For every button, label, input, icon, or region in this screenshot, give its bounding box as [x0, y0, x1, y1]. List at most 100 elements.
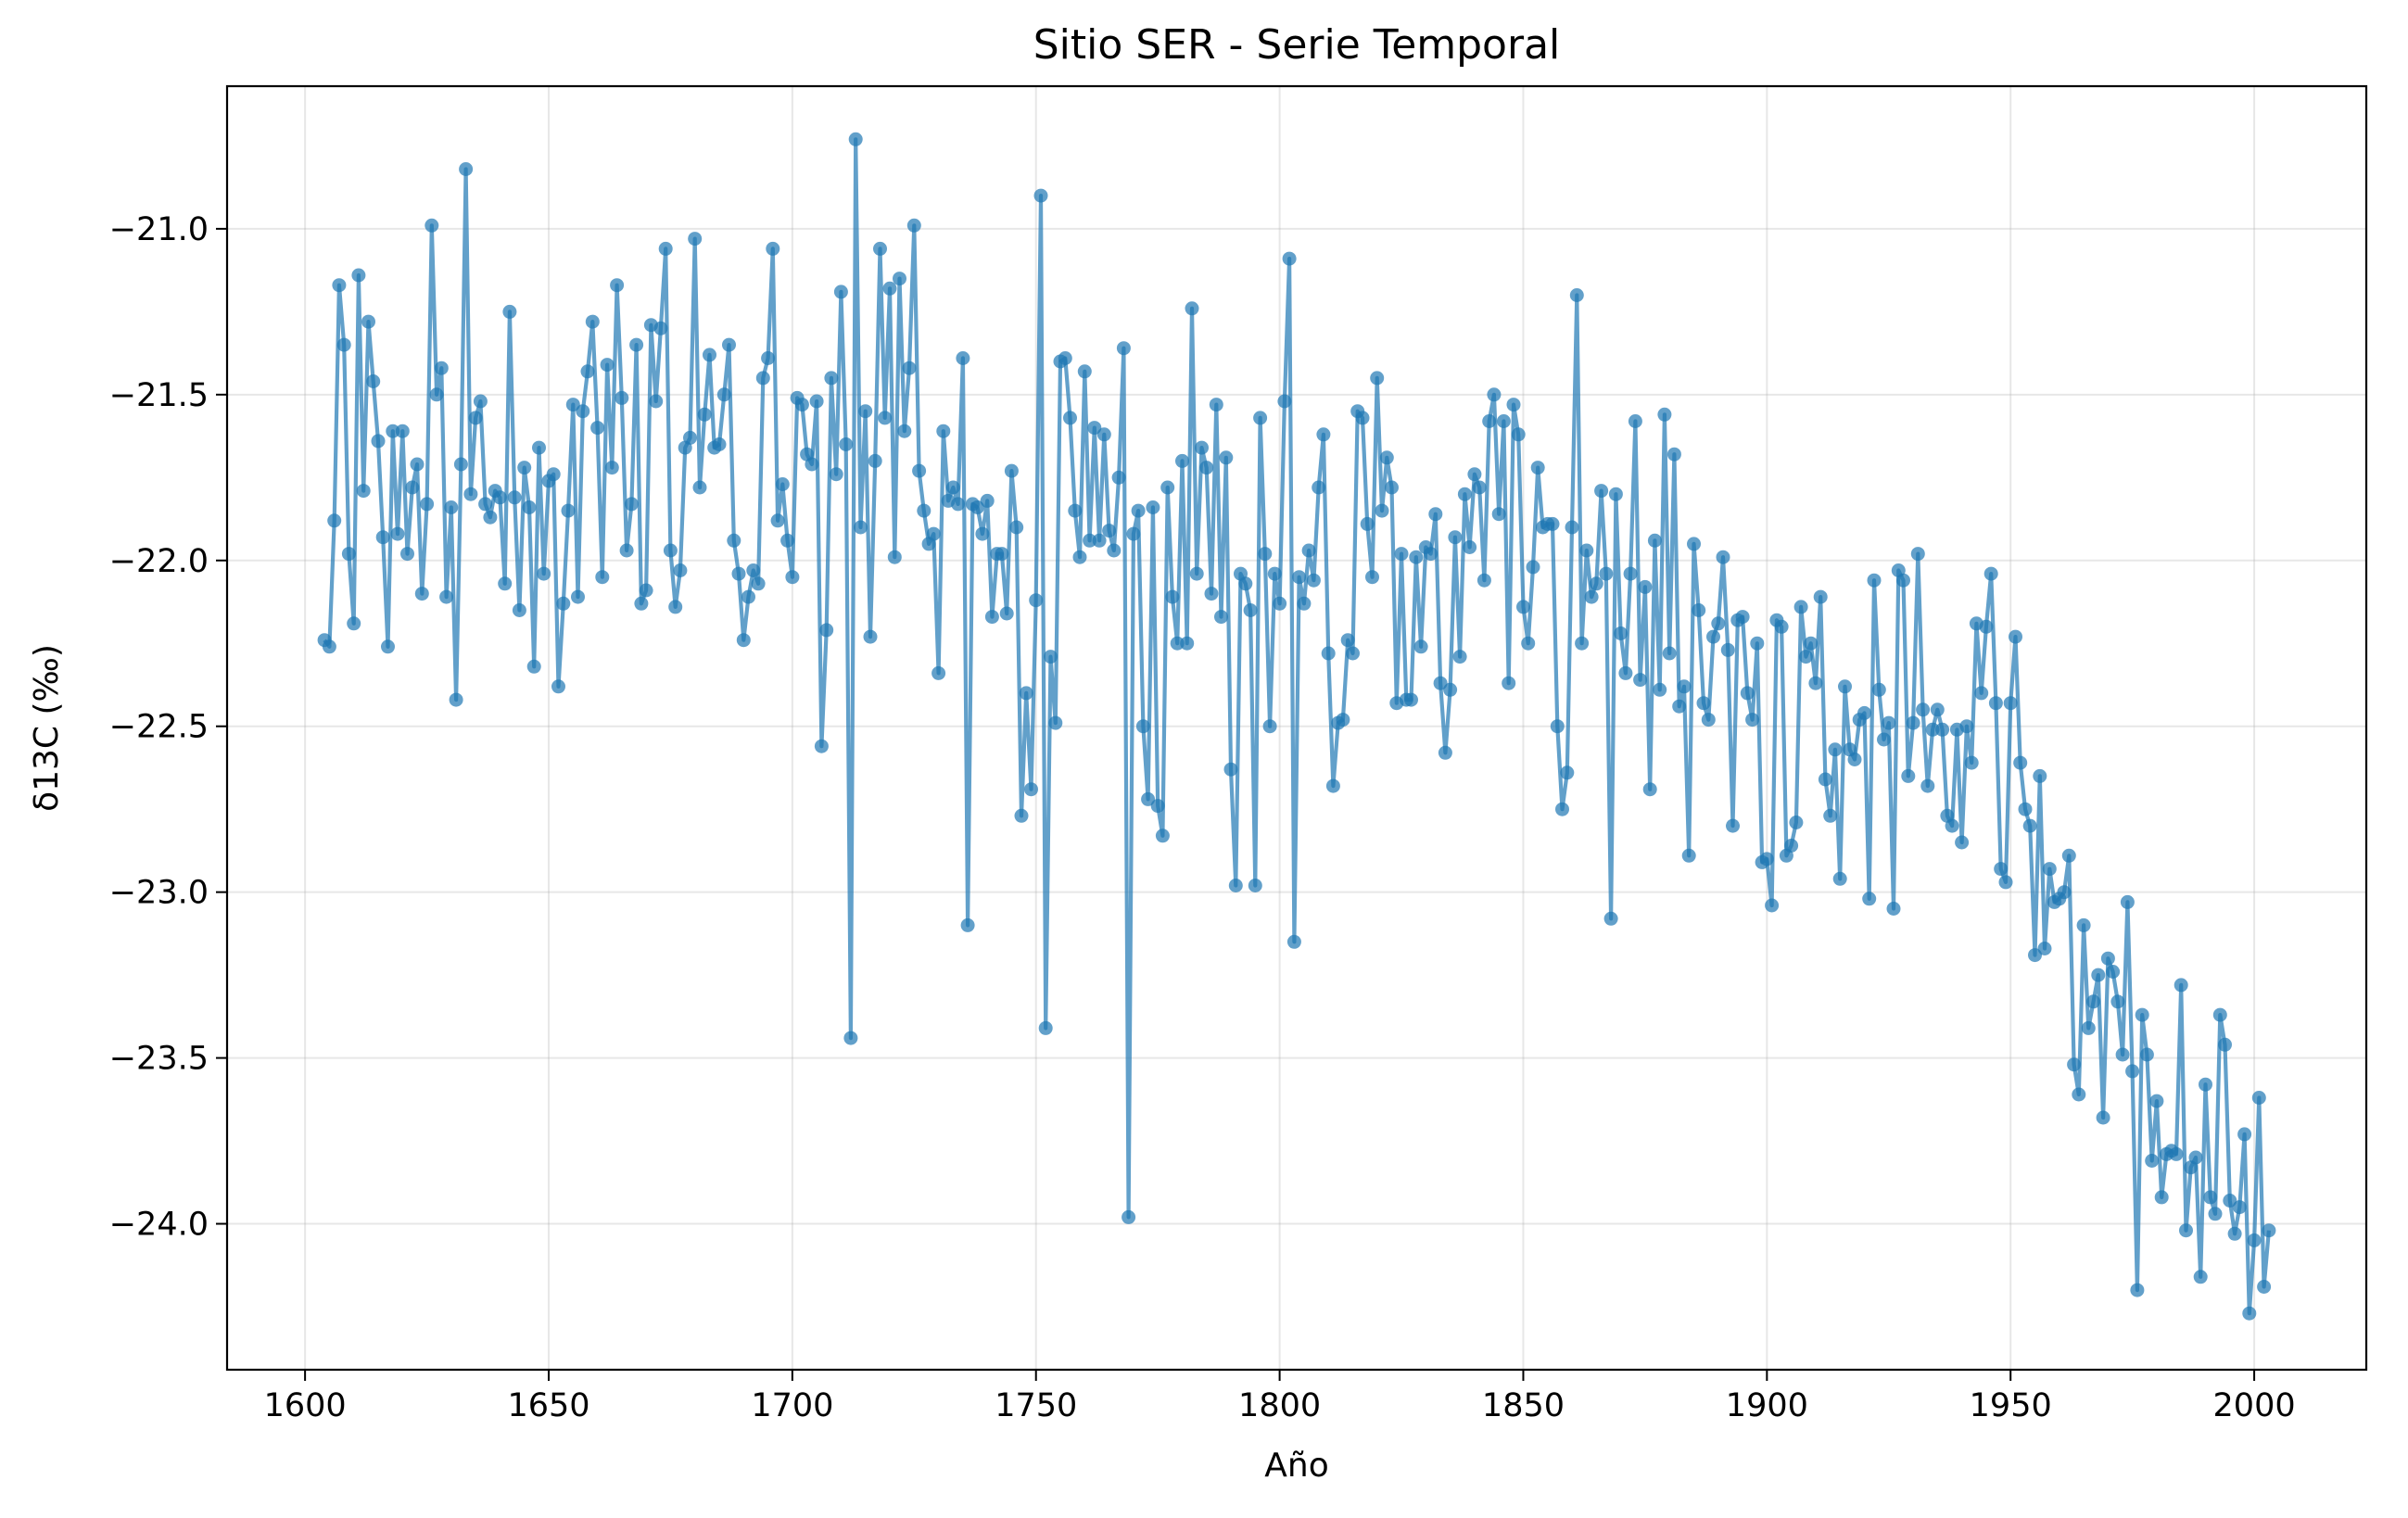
data-point — [712, 437, 727, 451]
data-point — [1569, 288, 1584, 302]
data-point — [439, 589, 454, 604]
data-point — [1530, 461, 1545, 475]
data-point — [1058, 351, 1072, 365]
data-point — [824, 371, 839, 386]
data-point — [2106, 965, 2121, 979]
data-point — [2188, 1150, 2203, 1165]
data-point — [522, 500, 537, 514]
data-point — [1019, 686, 1033, 701]
data-point — [2257, 1280, 2272, 1294]
data-point — [1599, 566, 1614, 581]
data-point — [619, 543, 634, 558]
data-point — [833, 285, 848, 299]
data-point — [444, 500, 459, 514]
data-point — [2003, 696, 2018, 711]
data-point — [863, 629, 878, 644]
data-point — [1701, 713, 1716, 727]
data-point — [794, 398, 809, 412]
data-point — [551, 679, 565, 694]
data-point — [556, 596, 571, 611]
data-point — [1135, 719, 1150, 734]
data-point — [1998, 875, 2013, 890]
data-point — [414, 587, 429, 601]
data-point — [347, 616, 361, 631]
data-point — [1223, 762, 1238, 777]
data-point — [1321, 646, 1336, 661]
data-point — [1111, 470, 1126, 485]
data-point — [341, 547, 356, 562]
data-point — [1653, 682, 1667, 697]
data-point — [1195, 440, 1209, 455]
data-point — [453, 457, 468, 472]
data-point — [736, 633, 751, 648]
data-point — [1916, 702, 1931, 717]
y-tick-label: −22.5 — [109, 709, 209, 746]
data-point — [1589, 576, 1603, 591]
data-point — [727, 533, 741, 548]
data-point — [2130, 1283, 2145, 1297]
data-point — [2135, 1007, 2149, 1022]
data-point — [395, 424, 410, 438]
data-point — [1346, 646, 1360, 661]
data-point — [2091, 968, 2106, 982]
data-point — [1726, 818, 1740, 833]
data-point — [1667, 447, 1681, 462]
x-tick-label: 2000 — [2213, 1387, 2296, 1424]
data-point — [2072, 1087, 2086, 1102]
data-point — [1935, 722, 1950, 737]
data-point — [2251, 1091, 2266, 1105]
data-point — [1857, 705, 1871, 720]
data-point — [1433, 676, 1448, 690]
data-point — [502, 304, 517, 319]
data-point — [526, 659, 541, 674]
data-point — [1306, 573, 1321, 588]
data-point — [829, 467, 843, 482]
data-point — [878, 411, 893, 425]
data-point — [1871, 682, 1886, 697]
data-point — [970, 500, 985, 514]
data-point — [1282, 251, 1297, 266]
data-point — [2203, 1190, 2218, 1205]
data-point — [478, 497, 493, 512]
data-point — [1482, 414, 1497, 428]
data-point — [1428, 507, 1443, 522]
x-tick-label: 1600 — [264, 1387, 347, 1424]
data-point — [1316, 427, 1331, 442]
data-point — [1365, 570, 1379, 585]
data-point — [1273, 596, 1287, 611]
data-point — [610, 278, 625, 293]
data-point — [2028, 948, 2042, 963]
data-point — [1677, 679, 1692, 694]
data-point — [327, 513, 342, 528]
data-point — [1131, 503, 1146, 518]
data-point — [1603, 911, 1618, 926]
data-point — [1068, 503, 1083, 518]
data-point — [1959, 719, 1974, 734]
data-point — [2076, 917, 2091, 932]
data-point — [410, 457, 425, 472]
data-point — [1882, 715, 1896, 730]
data-point — [595, 570, 610, 585]
data-point — [1706, 629, 1720, 644]
data-point — [1628, 414, 1642, 428]
data-point — [1038, 1020, 1053, 1035]
data-point — [1964, 755, 1979, 770]
data-point — [2169, 1146, 2184, 1161]
data-point — [2179, 1223, 2193, 1238]
data-point — [473, 394, 488, 409]
data-point — [2232, 1200, 2247, 1215]
data-point — [1901, 768, 1916, 783]
data-point — [1336, 713, 1350, 727]
data-point — [2145, 1154, 2160, 1168]
data-point — [1867, 573, 1882, 588]
data-point — [697, 407, 712, 422]
data-point — [2115, 1047, 2130, 1062]
data-point — [1496, 414, 1511, 428]
data-point — [1560, 765, 1575, 780]
data-point — [1828, 742, 1843, 757]
data-point — [624, 497, 639, 512]
data-point — [854, 520, 868, 535]
data-point — [1077, 364, 1092, 379]
x-axis-label: Año — [1264, 1447, 1328, 1485]
